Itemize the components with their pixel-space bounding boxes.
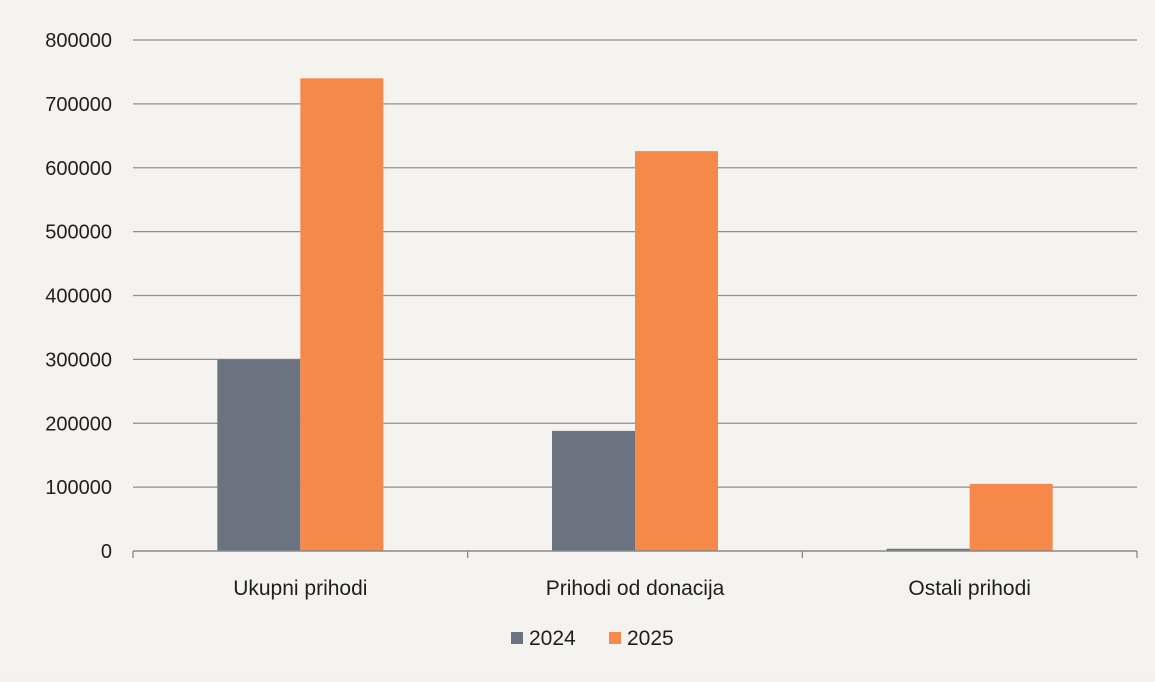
bar-2025-1 <box>635 151 718 551</box>
y-tick-label: 0 <box>101 541 112 563</box>
y-tick-label: 400000 <box>45 286 112 308</box>
x-category-label: Ostali prihodi <box>908 577 1031 600</box>
y-tick-label: 700000 <box>45 94 112 116</box>
legend-swatch-2025 <box>609 632 621 644</box>
bars <box>217 78 1053 551</box>
x-axis <box>132 550 1138 558</box>
legend-label-2024: 2024 <box>529 627 576 650</box>
x-axis-category-labels: Ukupni prihodi Prihodi od donacija Ostali … <box>233 577 1031 600</box>
y-axis-tick-labels: 0 100000 200000 300000 400000 500000 600000 700… <box>45 30 112 563</box>
legend: 2024 2025 <box>511 627 674 650</box>
y-tick-label: 800000 <box>45 30 112 52</box>
bar-2025-2 <box>969 483 1053 551</box>
bar-2024-2 <box>886 548 970 551</box>
bar-2025-0 <box>300 78 384 551</box>
y-tick-label: 500000 <box>45 222 112 244</box>
legend-label-2025: 2025 <box>627 627 674 650</box>
bar-2024-0 <box>217 359 301 551</box>
y-tick-label: 100000 <box>45 477 112 499</box>
y-tick-label: 300000 <box>45 349 112 371</box>
bar-2024-1 <box>552 430 635 551</box>
y-tick-label: 200000 <box>45 413 112 435</box>
x-category-label: Prihodi od donacija <box>546 577 725 600</box>
y-tick-label: 600000 <box>45 158 112 180</box>
legend-swatch-2024 <box>511 632 523 644</box>
x-category-label: Ukupni prihodi <box>233 577 367 600</box>
